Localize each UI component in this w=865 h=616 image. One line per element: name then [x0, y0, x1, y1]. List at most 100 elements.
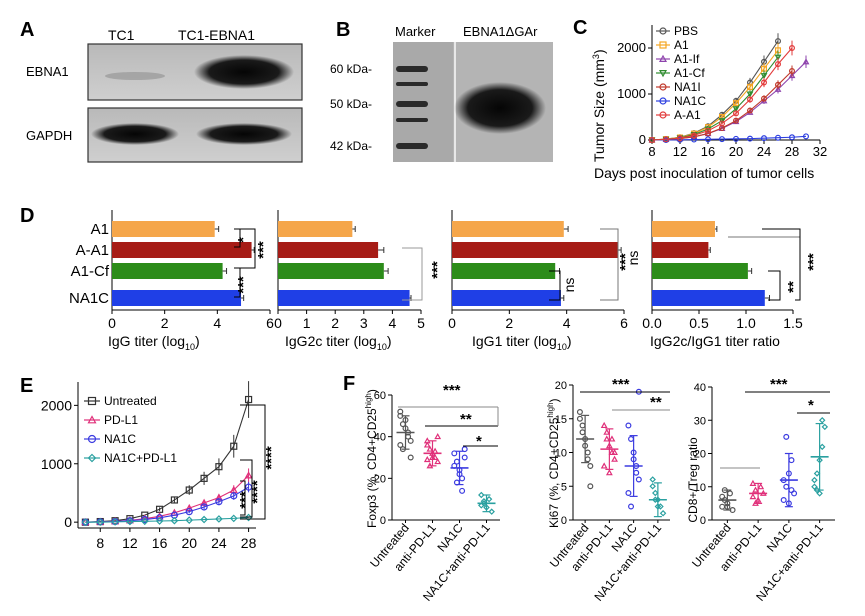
c-point	[746, 91, 754, 98]
c-point	[704, 136, 711, 143]
f3-sig-brackets	[720, 391, 830, 469]
f-ytick-label: 0	[700, 515, 706, 527]
f-point	[611, 455, 618, 462]
f-ytick-label: 30	[694, 415, 706, 427]
panel-b: B Marker EBNA1ΔGAr 60 kDa- 50 kDa- 42 kD…	[330, 19, 553, 162]
c-point	[746, 135, 753, 142]
f-point	[600, 462, 608, 469]
e-point	[215, 498, 223, 506]
f2-sig-brackets	[580, 391, 670, 411]
c-point	[690, 132, 697, 139]
d1-sig-brackets	[234, 228, 256, 298]
f-ytick-label: 0	[561, 515, 567, 527]
d-bar	[278, 221, 353, 237]
band-gapdh-tc1-ebna1	[196, 123, 292, 145]
f-point	[649, 476, 656, 483]
e-point	[170, 496, 179, 504]
e-legend-label: Untreated	[104, 394, 157, 408]
f-ytick-label: 20	[694, 449, 706, 461]
band-ebna1-tc1-ebna1	[194, 55, 294, 89]
c-point	[788, 67, 795, 74]
d4-xlabel: IgG2c/IgG1 titer ratio	[650, 333, 780, 349]
f-ytick-label: 60	[374, 390, 386, 402]
c-legend-marker	[659, 111, 667, 119]
d-bar	[652, 242, 709, 258]
marker-bands	[396, 66, 428, 149]
d-xtick-label: 3	[360, 315, 368, 331]
c-legend-label: A-A1	[674, 108, 701, 122]
f-point	[628, 503, 635, 510]
f-point	[813, 486, 821, 494]
e-point	[230, 492, 238, 500]
c-point	[774, 61, 781, 68]
d4-sig-tstar: ***	[805, 253, 822, 271]
f-point	[788, 457, 795, 464]
e-point	[96, 518, 105, 527]
f-point	[788, 487, 795, 494]
panel-letter-b: B	[336, 19, 350, 41]
c-point	[802, 133, 809, 140]
c-point	[788, 44, 795, 51]
f-ytick-label: 5	[561, 481, 567, 493]
e-point	[200, 515, 208, 524]
f-point	[434, 458, 442, 465]
band-ebna1-tc1	[105, 72, 165, 80]
d4-sig-ns: ns	[625, 251, 641, 266]
c-legend-marker	[659, 41, 667, 49]
e-point	[215, 463, 223, 471]
d3-xlabel: IgG1 titer (log10)	[472, 333, 572, 352]
f-point	[818, 417, 826, 424]
c-legend-label: A1-If	[674, 52, 700, 66]
f-point	[587, 483, 594, 490]
c-point	[732, 110, 739, 117]
f1-sig-3: *	[476, 433, 482, 450]
c-ytick-label: 1000	[617, 86, 646, 101]
f-point	[603, 428, 611, 435]
c-point	[760, 73, 768, 80]
d-xtick-label: 4	[563, 315, 571, 331]
d-bar	[112, 290, 242, 306]
c-legend-label: A1	[674, 38, 689, 52]
c-ytick-label: 0	[639, 132, 646, 147]
f-point	[407, 454, 414, 461]
f-charts: 0 20 40 60 0 5 10 15 20 0 10 20 30 40	[374, 380, 835, 527]
d-xtick-label: 4	[389, 315, 397, 331]
e-xtick-label: 12	[122, 535, 138, 551]
d3-sig-ns: ns	[561, 278, 577, 293]
f-point	[649, 483, 656, 490]
d-category-label: A-A1	[76, 242, 109, 259]
f-point	[431, 447, 439, 454]
c-xlabel: Days post inoculation of tumor cells	[594, 165, 814, 181]
d-xtick-label: 5	[417, 315, 425, 331]
e-legend-marker	[87, 434, 97, 444]
e-point	[244, 471, 253, 479]
f-point	[628, 436, 635, 443]
e-point	[126, 517, 134, 525]
f-ytick-label: 15	[555, 414, 567, 426]
f-ytick-label: 10	[555, 448, 567, 460]
e-sig-3: ***	[237, 491, 254, 509]
f-point	[600, 421, 608, 429]
c-point	[746, 84, 753, 91]
f-point	[579, 429, 586, 436]
f-point	[587, 463, 594, 470]
f-point	[461, 446, 468, 453]
panel-letter-e: E	[20, 375, 33, 397]
c-point	[774, 85, 782, 92]
e-ytick-label: 1000	[41, 456, 72, 472]
d4-sig-brackets	[728, 228, 801, 301]
panel-c: C Tumor Size (mm3) 8 12 16 20 24 28 32 0 1000 200…	[573, 17, 827, 181]
e-point	[229, 514, 238, 523]
f1-sig-2: **	[460, 411, 472, 428]
e-xtick-label: 8	[96, 535, 104, 551]
f-point	[635, 476, 642, 483]
f-point	[780, 497, 787, 504]
panel-letter-d: D	[20, 205, 34, 227]
c-legend-marker	[658, 54, 668, 63]
e-series	[81, 381, 253, 527]
f-point	[584, 449, 591, 456]
f-point	[821, 423, 829, 431]
f-point	[719, 503, 726, 510]
f-point	[451, 450, 458, 457]
f-point	[576, 409, 583, 416]
